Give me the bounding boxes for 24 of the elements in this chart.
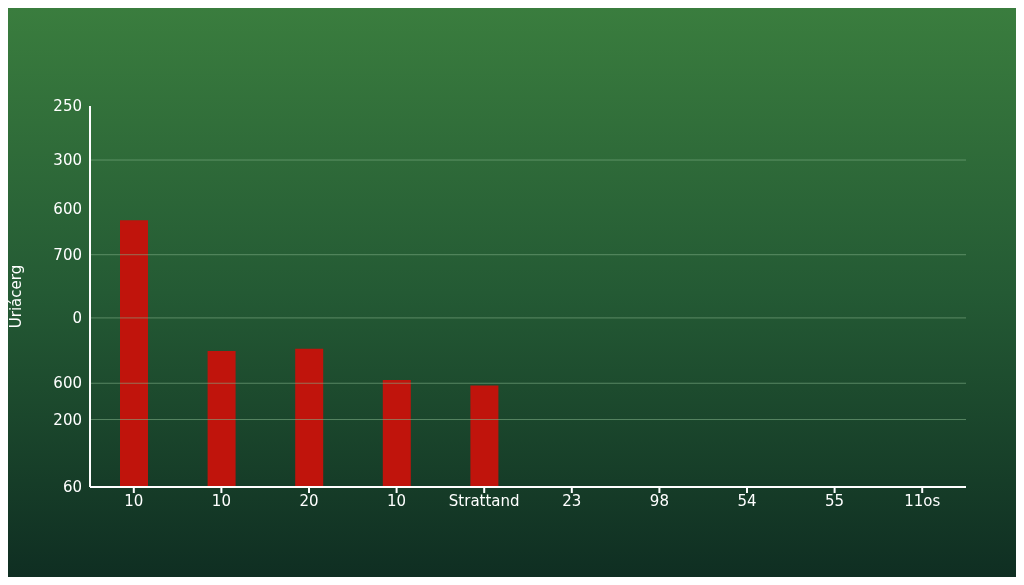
- x-tick-label: 10: [124, 491, 144, 510]
- x-tick-label: 23: [562, 491, 582, 510]
- x-tick-label: Strattand: [448, 491, 520, 510]
- text: 700: [52, 245, 82, 264]
- bar: [382, 380, 411, 487]
- text: 250: [52, 97, 82, 115]
- bar: [120, 220, 148, 487]
- text: 600: [52, 374, 82, 393]
- text: 200: [52, 410, 82, 429]
- x-tick-label: 55: [825, 491, 845, 510]
- y-axis-title: Uriácerg: [7, 264, 26, 329]
- x-tick-label: 10: [387, 491, 407, 510]
- x-tick-label: 98: [649, 491, 669, 510]
- bar: [470, 385, 499, 487]
- x-tick-label: 11os: [904, 491, 941, 510]
- x-tick-label: 54: [737, 491, 757, 510]
- bar: [295, 348, 324, 487]
- text: 300: [52, 151, 82, 170]
- text: 600: [52, 199, 82, 218]
- text: 0: [71, 308, 82, 327]
- x-tick-label: 10: [211, 491, 231, 510]
- x-tick-label: 20: [299, 491, 319, 510]
- bar: [207, 350, 236, 487]
- text: 60: [61, 478, 82, 496]
